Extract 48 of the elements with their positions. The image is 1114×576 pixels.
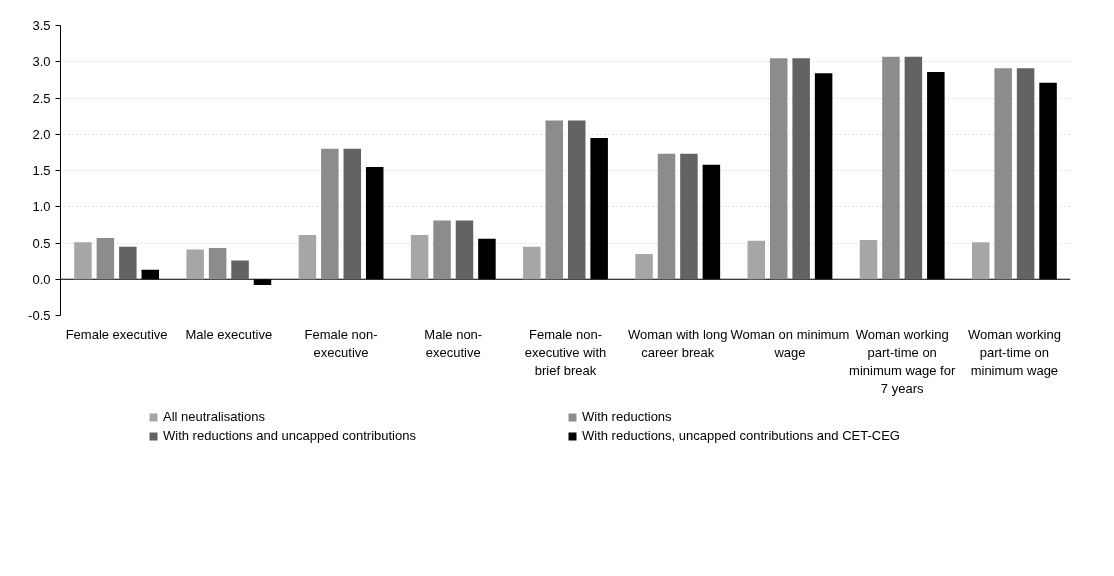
bar: [186, 249, 204, 280]
y-tick-label: 3.5: [32, 18, 51, 33]
x-tick-label: Female executive: [65, 326, 168, 342]
legend-label: With reductions, uncapped contributions and CET-CEG: [582, 428, 901, 443]
x-tick-label: Woman working part-time on minimum wage for 7 years: [849, 326, 956, 396]
bar: [747, 240, 766, 280]
x-tick-label: Male non-executive: [424, 326, 483, 360]
y-tick-label: 1.0: [32, 199, 51, 215]
bar: [769, 58, 788, 280]
y-tick-label: 1.5: [32, 163, 51, 178]
y-tick-label: 2.0: [32, 126, 51, 142]
x-tick-label: Woman working part-time on minimum wage: [967, 326, 1061, 378]
bar: [680, 153, 698, 280]
y-tick-label: 0.0: [32, 271, 51, 287]
x-tick-label: Female non-executive: [304, 326, 378, 360]
bar: [231, 260, 249, 280]
bar: [567, 120, 586, 280]
bar: [74, 242, 92, 280]
bar: [859, 240, 878, 280]
bar: [119, 246, 137, 280]
x-tick-label: Male executive: [185, 326, 273, 342]
bar: [1016, 68, 1035, 280]
bar: [971, 242, 990, 280]
y-tick-label: 0.5: [32, 235, 51, 251]
bar: [455, 220, 474, 280]
x-tick-label: Woman with long career break: [627, 326, 728, 360]
bar: [523, 246, 541, 280]
bar: [208, 248, 227, 280]
bar: [545, 120, 564, 280]
legend-label: With reductions and uncapped contributions: [163, 428, 417, 443]
y-tick-label: -0.5: [28, 308, 51, 323]
bar: [882, 56, 900, 280]
bar: [343, 148, 362, 280]
bar: [792, 58, 810, 280]
y-tick-label: 3.0: [32, 54, 51, 70]
bar: [635, 253, 653, 280]
bar: [321, 148, 339, 280]
x-tick-label: Female non-executive with brief break: [524, 326, 607, 378]
bar: [298, 235, 317, 280]
bar: [433, 220, 451, 280]
bar: [96, 237, 115, 280]
bar: [657, 153, 676, 280]
legend-label: With reductions: [582, 409, 673, 424]
legend-label: All neutralisations: [163, 409, 266, 424]
bar: [994, 68, 1012, 280]
y-tick-label: 2.5: [32, 90, 51, 106]
bar: [410, 235, 429, 280]
bar: [904, 56, 923, 280]
